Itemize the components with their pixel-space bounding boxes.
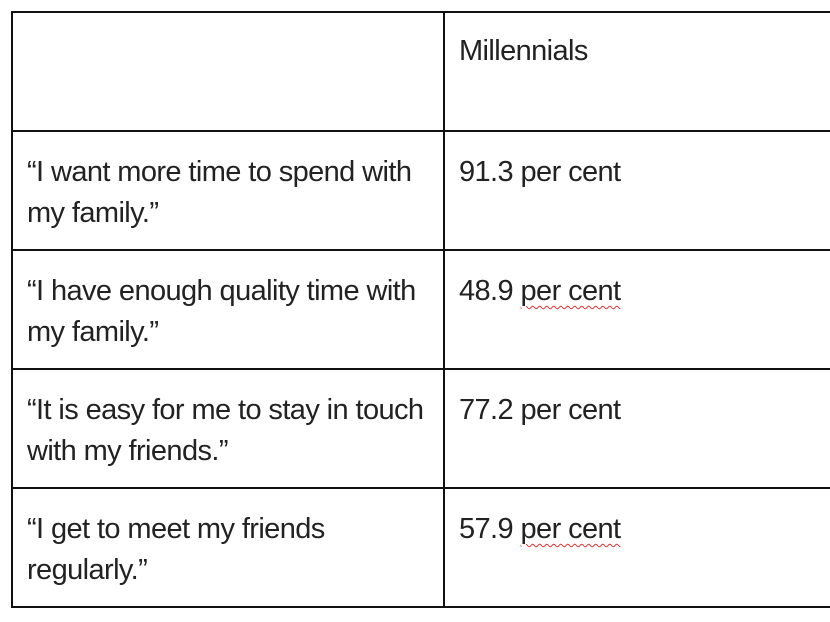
value-unit: per cent [520, 394, 622, 426]
value-cell: 91.3 per cent [443, 130, 830, 251]
header-row: Millennials [11, 11, 830, 132]
statement-cell: “It is easy for me to stay in touch with… [11, 368, 445, 489]
value-number: 57.9 [459, 513, 514, 545]
value-cell: 57.9 per cent [443, 487, 830, 608]
value-number: 91.3 [459, 156, 514, 188]
value-number: 77.2 [459, 394, 514, 426]
table-row: “I want more time to spend with my famil… [11, 130, 830, 251]
header-cell-empty [11, 11, 445, 132]
value-cell: 48.9 per cent [443, 249, 830, 370]
value-unit-misspelled: per cent [520, 275, 622, 307]
table-row: “I have enough quality time with my fami… [11, 249, 830, 370]
header-cell-millennials: Millennials [443, 11, 830, 132]
statement-cell: “I get to meet my friends regularly.” [11, 487, 445, 608]
survey-table: Millennials “I want more time to spend w… [11, 11, 830, 608]
statement-cell: “I want more time to spend with my famil… [11, 130, 445, 251]
table-row: “I get to meet my friends regularly.” 57… [11, 487, 830, 608]
value-unit: per cent [520, 156, 622, 188]
value-unit-misspelled: per cent [520, 513, 622, 545]
value-number: 48.9 [459, 275, 514, 307]
table-row: “It is easy for me to stay in touch with… [11, 368, 830, 489]
value-cell: 77.2 per cent [443, 368, 830, 489]
statement-cell: “I have enough quality time with my fami… [11, 249, 445, 370]
